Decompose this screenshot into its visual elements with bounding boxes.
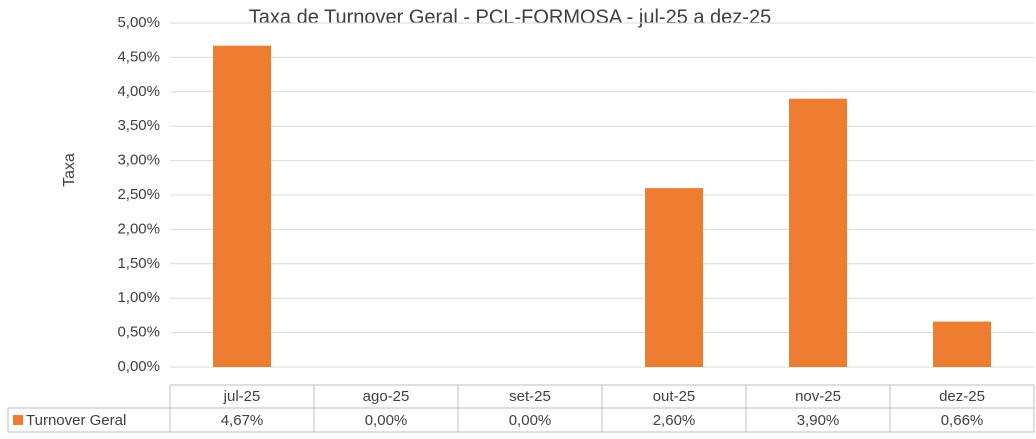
bar — [645, 188, 703, 367]
y-tick-label: 0,00% — [117, 358, 160, 375]
y-tick-label: 4,00% — [117, 83, 160, 100]
table-value: 0,00% — [509, 412, 552, 429]
y-axis-label: Taxa — [61, 153, 78, 187]
x-tick-label: nov-25 — [795, 388, 841, 405]
x-tick-label: ago-25 — [363, 388, 410, 405]
y-tick-label: 3,00% — [117, 152, 160, 169]
legend-label: Turnover Geral — [26, 412, 126, 429]
y-tick-label: 3,50% — [117, 117, 160, 134]
y-tick-label: 0,50% — [117, 324, 160, 341]
bar — [213, 45, 271, 367]
table-value: 2,60% — [653, 412, 696, 429]
bar — [789, 98, 847, 368]
bar — [933, 321, 991, 367]
legend-key — [13, 415, 23, 425]
y-tick-label: 2,00% — [117, 220, 160, 237]
table-value: 3,90% — [797, 412, 840, 429]
y-tick-label: 2,50% — [117, 186, 160, 203]
x-tick-label: dez-25 — [939, 388, 985, 405]
x-tick-label: jul-25 — [223, 388, 261, 405]
table-value: 0,00% — [365, 412, 408, 429]
x-tick-label: set-25 — [509, 388, 551, 405]
table-value: 4,67% — [221, 412, 264, 429]
y-tick-label: 1,00% — [117, 289, 160, 306]
table-value: 0,66% — [941, 412, 984, 429]
y-tick-label: 5,00% — [117, 14, 160, 31]
chart-title: Taxa de Turnover Geral - PCL-FORMOSA - j… — [249, 6, 771, 28]
x-tick-label: out-25 — [653, 388, 696, 405]
y-tick-label: 1,50% — [117, 255, 160, 272]
y-tick-label: 4,50% — [117, 48, 160, 65]
